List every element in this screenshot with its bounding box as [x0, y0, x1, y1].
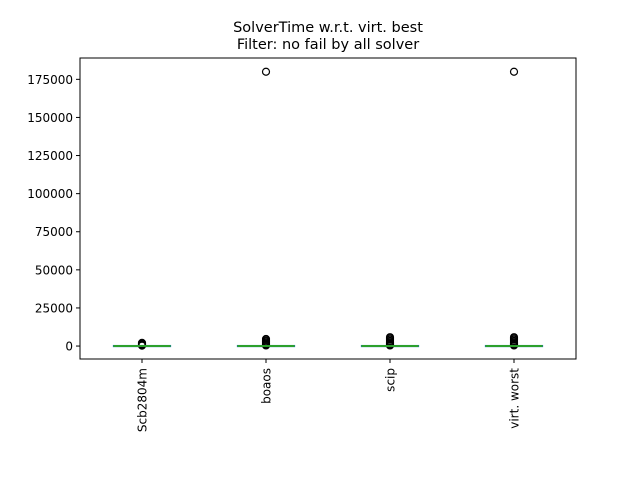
y-tick-label: 150000 — [27, 111, 73, 125]
y-tick-label: 125000 — [27, 149, 73, 163]
flier-1-7 — [261, 67, 271, 76]
y-tick-label: 75000 — [35, 225, 73, 239]
x-tick-label: Scb2804m — [136, 368, 150, 432]
x-tick-label: scip — [384, 368, 398, 392]
y-tick-label: 25000 — [35, 301, 73, 315]
chart-title-line-2: Filter: no fail by all solver — [237, 37, 419, 53]
flier-3-8 — [509, 67, 519, 76]
y-tick-label: 100000 — [27, 187, 73, 201]
flier-1-6 — [261, 334, 271, 344]
x-tick-label: virt. worst — [508, 368, 522, 429]
flier-2-7 — [385, 333, 395, 342]
x-tick-label: boaos — [260, 368, 274, 404]
y-tick-label: 0 — [65, 340, 73, 354]
x-axis: Scb2804m boaos scip virt. worst — [136, 359, 522, 432]
flier-3-7 — [509, 333, 519, 342]
y-tick-label: 50000 — [35, 263, 73, 277]
axes-frame — [79, 57, 577, 360]
plot-area — [112, 67, 544, 350]
chart-title-line-1: SolverTime w.r.t. virt. best — [233, 20, 423, 36]
y-axis: 0 25000 50000 75000 100000 125000 150000 175000 — [27, 73, 80, 354]
y-tick-label: 175000 — [27, 73, 73, 87]
